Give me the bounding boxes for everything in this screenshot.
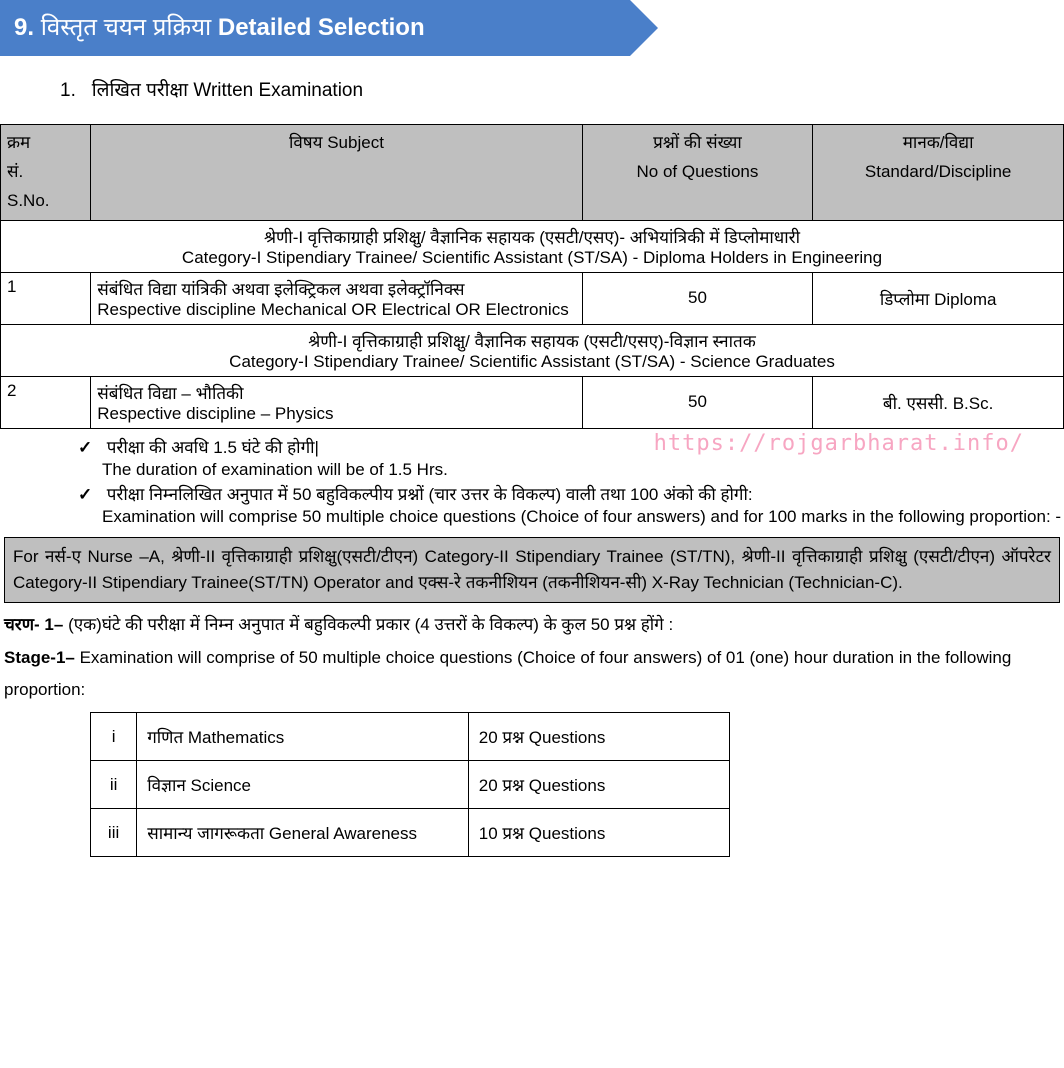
exam-table: क्रम सं. S.No. विषय Subject प्रश्नों की … [0, 124, 1064, 429]
note-box: For नर्स-ए Nurse –A, श्रेणी-II वृत्तिकाग… [4, 537, 1060, 604]
cell-subject: संबंधित विद्या – भौतिकी Respective disci… [91, 376, 582, 428]
category-2-row: श्रेणी-I वृत्तिकाग्राही प्रशिक्षु/ वैज्ञ… [1, 324, 1064, 376]
cell-standard: बी. एससी. B.Sc. [813, 376, 1064, 428]
table-row: iii सामान्य जागरूकता General Awareness 1… [91, 809, 730, 857]
section-title-hindi: विस्तृत चयन प्रक्रिया [41, 14, 212, 41]
table-row: ii विज्ञान Science 20 प्रश्न Questions [91, 761, 730, 809]
cell-sno: 1 [1, 272, 91, 324]
table-row: i गणित Mathematics 20 प्रश्न Questions [91, 713, 730, 761]
table-row: 1 संबंधित विद्या यांत्रिकी अथवा इलेक्ट्र… [1, 272, 1064, 324]
col-standard: मानक/विद्या Standard/Discipline [813, 125, 1064, 221]
col-subject: विषय Subject [91, 125, 582, 221]
watermark-text: https://rojgarbharat.info/ [654, 431, 1024, 456]
check-icon: ✓ [78, 485, 102, 505]
stage1-table: i गणित Mathematics 20 प्रश्न Questions i… [90, 712, 730, 857]
cell-sno: 2 [1, 376, 91, 428]
check-icon: ✓ [78, 438, 102, 458]
table-row: 2 संबंधित विद्या – भौतिकी Respective dis… [1, 376, 1064, 428]
cell-questions: 50 [582, 272, 813, 324]
item-english: Written Examination [193, 80, 363, 101]
table-header-row: क्रम सं. S.No. विषय Subject प्रश्नों की … [1, 125, 1064, 221]
col-questions: प्रश्नों की संख्या No of Questions [582, 125, 813, 221]
cell-standard: डिप्लोमा Diploma [813, 272, 1064, 324]
category-1-row: श्रेणी-I वृत्तिकाग्राही प्रशिक्षु/ वैज्ञ… [1, 220, 1064, 272]
bullet-en: The duration of examination will be of 1… [102, 460, 1064, 480]
stage-text: चरण- 1– (एक)घंटे की परीक्षा में निम्न अन… [4, 609, 1060, 706]
section-banner: 9. विस्तृत चयन प्रक्रिया Detailed Select… [0, 0, 630, 56]
col-sno: क्रम सं. S.No. [1, 125, 91, 221]
item-hindi: लिखित परीक्षा [92, 80, 188, 101]
bullet-item: ✓ परीक्षा निम्नलिखित अनुपात में 50 बहुवि… [78, 482, 1064, 505]
item-number: 1. [60, 80, 76, 101]
written-exam-heading: 1. लिखित परीक्षा Written Examination [60, 76, 1064, 102]
section-title-english: Detailed Selection [218, 14, 425, 41]
bullet-en: Examination will comprise 50 multiple ch… [102, 507, 1064, 527]
cell-questions: 50 [582, 376, 813, 428]
section-number: 9. [14, 14, 34, 41]
cell-subject: संबंधित विद्या यांत्रिकी अथवा इलेक्ट्रिक… [91, 272, 582, 324]
